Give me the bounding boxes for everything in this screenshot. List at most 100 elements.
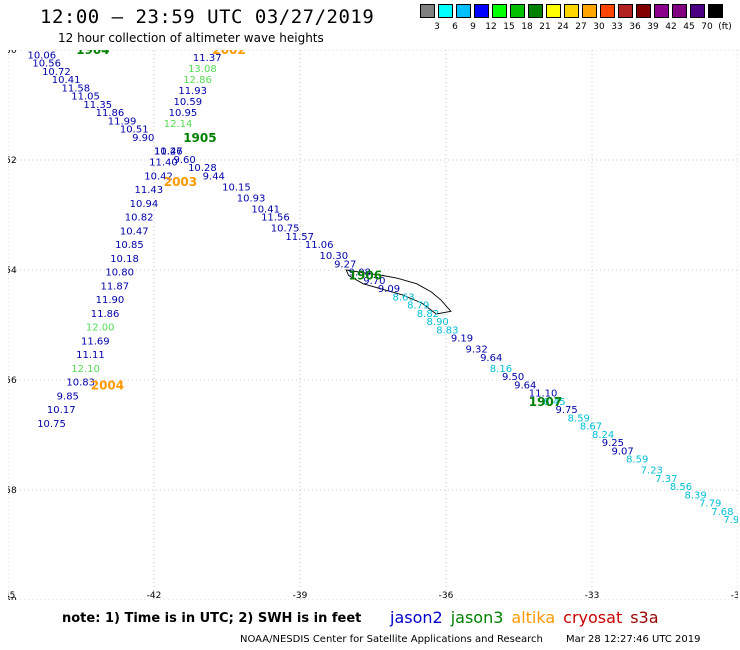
swh-value-label: 10.42 <box>144 171 173 182</box>
satellite-legend: jason2 jason3 altika cryosat s3a <box>390 608 667 627</box>
legend-swatch <box>510 4 525 18</box>
legend-label: 6 <box>452 22 458 32</box>
satellite-label: jason3 <box>450 608 504 627</box>
swh-value-label: 11.56 <box>261 213 290 224</box>
swh-value-label: 8.45 <box>543 397 565 408</box>
swh-value-label: 9.85 <box>57 391 79 402</box>
x-tick-label: -45 <box>8 591 15 600</box>
legend-swatch <box>582 4 597 18</box>
swh-value-label: 8.90 <box>427 317 449 328</box>
swh-value-label: 12.10 <box>71 364 100 375</box>
track-id-label: 1904 <box>76 50 109 57</box>
footnote: note: 1) Time is in UTC; 2) SWH is in fe… <box>62 611 362 626</box>
legend-label: 3 <box>434 22 440 32</box>
swh-value-label: 11.86 <box>96 108 125 119</box>
x-tick-label: -36 <box>439 591 454 600</box>
legend-label: 36 <box>629 22 641 32</box>
x-tick-label: -33 <box>585 591 600 600</box>
legend-label: 27 <box>575 22 587 32</box>
swh-value-label: 8.56 <box>670 482 692 493</box>
legend-label: 21 <box>539 22 551 32</box>
swh-value-label: 7.92 <box>723 515 738 526</box>
swh-value-label: 8.82 <box>417 309 439 320</box>
swh-value-label: 9.90 <box>23 50 45 53</box>
y-tick-label: -58 <box>8 486 17 496</box>
legend-label: (ft) <box>718 22 732 32</box>
track-id-label: 1906 <box>349 269 382 283</box>
legend-swatch <box>618 4 633 18</box>
swh-value-label: 10.93 <box>237 193 266 204</box>
track-id-label: 2004 <box>91 379 124 393</box>
x-tick-label: -39 <box>293 591 308 600</box>
swh-value-label: 9.19 <box>451 334 473 345</box>
swh-value-label: 10.46 <box>154 147 183 158</box>
generated-date: Mar 28 12:27:46 UTC 2019 <box>566 634 701 645</box>
satellite-label: altika <box>511 608 556 627</box>
swh-value-label: 8.79 <box>407 301 429 312</box>
swh-value-label: 11.69 <box>81 336 110 347</box>
legend-label: 12 <box>485 22 497 32</box>
swh-value-label: 11.58 <box>62 83 91 94</box>
swh-value-label: 11.06 <box>305 240 334 251</box>
track-id-label: 2003 <box>164 175 197 189</box>
swh-value-label: 9.44 <box>203 171 225 182</box>
swh-value-label: 10.80 <box>105 268 134 279</box>
swh-value-label: 10.15 <box>222 182 251 193</box>
swh-value-label: 8.83 <box>436 325 458 336</box>
swh-value-label: 10.59 <box>173 97 202 108</box>
legend-label: 33 <box>611 22 623 32</box>
legend-swatch <box>564 4 579 18</box>
legend-swatch <box>600 4 615 18</box>
legend-label: 45 <box>683 22 695 32</box>
legend-label: 18 <box>521 22 533 32</box>
legend-swatch <box>708 4 723 18</box>
swh-value-label: 7.68 <box>711 507 733 518</box>
legend-swatch <box>528 4 543 18</box>
x-tick-label: -42 <box>147 591 162 600</box>
swh-value-label: 9.75 <box>556 405 578 416</box>
swh-value-label: 12.86 <box>183 75 212 86</box>
swh-value-label: 9.07 <box>611 446 633 457</box>
swh-value-label: 9.90 <box>132 133 154 144</box>
swh-value-label: 8.24 <box>592 430 614 441</box>
swh-value-label: 9.64 <box>514 380 536 391</box>
swh-value-label: 10.17 <box>47 405 76 416</box>
legend-label: 9 <box>470 22 476 32</box>
swh-value-label: 9.25 <box>602 438 624 449</box>
swh-value-label: 8.39 <box>684 490 706 501</box>
legend-label: 24 <box>557 22 569 32</box>
color-legend: 3 6 9 12 15 18 21 24 27 30 33 36 39 42 45 70 (ft) <box>420 4 732 34</box>
coastline <box>345 269 452 315</box>
swh-value-label: 11.10 <box>529 389 558 400</box>
swh-value-label: 11.87 <box>100 281 129 292</box>
legend-label: 70 <box>701 22 713 32</box>
swh-value-label: 10.06 <box>27 50 56 61</box>
swh-value-label: 7.23 <box>641 466 663 477</box>
swh-value-label: 9.08 <box>349 268 371 279</box>
swh-value-label: 10.82 <box>125 213 154 224</box>
swh-value-label: 8.67 <box>580 422 602 433</box>
swh-value-label: 9.27 <box>334 259 356 270</box>
swh-value-label: 12.14 <box>164 119 193 130</box>
chart-title: 12:00 — 23:59 UTC 03/27/2019 <box>40 6 375 28</box>
swh-value-label: 9.70 <box>363 276 385 287</box>
swh-value-label: 11.24 <box>198 50 227 53</box>
swh-value-label: 10.95 <box>169 108 198 119</box>
swh-value-label: 7.79 <box>699 499 721 510</box>
swh-value-label: 8.59 <box>568 413 590 424</box>
swh-value-label: 10.18 <box>110 254 139 265</box>
legend-swatch <box>690 4 705 18</box>
swh-value-label: 11.40 <box>149 158 178 169</box>
swh-value-label: 10.75 <box>37 419 66 430</box>
credit-text: NOAA/NESDIS Center for Satellite Applica… <box>240 634 543 645</box>
swh-value-label: 11.11 <box>76 350 105 361</box>
swh-value-label: 11.35 <box>83 100 112 111</box>
legend-label: 30 <box>593 22 605 32</box>
y-tick-label: -54 <box>8 266 17 276</box>
legend-swatch <box>474 4 489 18</box>
swh-value-label: 10.28 <box>188 163 217 174</box>
legend-label: 15 <box>503 22 515 32</box>
swh-value-label: 13.08 <box>188 64 217 75</box>
swh-value-label: 11.90 <box>96 295 125 306</box>
track-id-label: 2002 <box>212 50 245 57</box>
